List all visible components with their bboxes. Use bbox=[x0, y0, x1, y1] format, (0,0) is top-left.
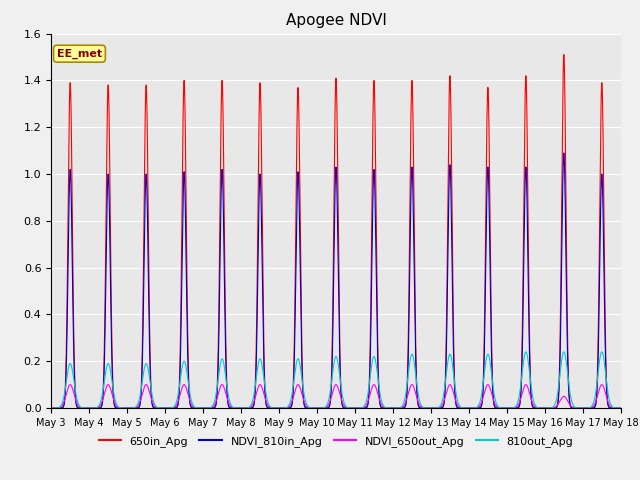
NDVI_650out_Apg bbox=[67, 382, 74, 387]
NDVI_810in_Apg bbox=[315, 405, 323, 411]
650in_Apg bbox=[47, 405, 55, 411]
Text: EE_met: EE_met bbox=[57, 48, 102, 59]
810out_Apg bbox=[433, 405, 440, 411]
810out_Apg bbox=[616, 405, 624, 411]
NDVI_650out_Apg bbox=[617, 405, 625, 411]
650in_Apg bbox=[496, 405, 504, 411]
NDVI_650out_Apg bbox=[47, 405, 55, 411]
650in_Apg bbox=[617, 405, 625, 411]
810out_Apg bbox=[598, 349, 605, 355]
650in_Apg bbox=[315, 405, 323, 411]
NDVI_810in_Apg bbox=[433, 405, 440, 411]
650in_Apg bbox=[150, 405, 157, 410]
Line: NDVI_810in_Apg: NDVI_810in_Apg bbox=[51, 153, 621, 408]
NDVI_810in_Apg bbox=[617, 405, 625, 411]
Line: NDVI_650out_Apg: NDVI_650out_Apg bbox=[51, 384, 621, 408]
Line: 650in_Apg: 650in_Apg bbox=[51, 55, 621, 408]
NDVI_810in_Apg bbox=[560, 150, 568, 156]
NDVI_810in_Apg bbox=[496, 405, 504, 411]
NDVI_810in_Apg bbox=[464, 405, 472, 411]
NDVI_650out_Apg bbox=[150, 402, 157, 408]
NDVI_810in_Apg bbox=[150, 405, 157, 410]
NDVI_650out_Apg bbox=[616, 405, 624, 411]
650in_Apg bbox=[464, 405, 472, 411]
NDVI_810in_Apg bbox=[47, 405, 55, 411]
Legend: 650in_Apg, NDVI_810in_Apg, NDVI_650out_Apg, 810out_Apg: 650in_Apg, NDVI_810in_Apg, NDVI_650out_A… bbox=[94, 432, 578, 451]
650in_Apg bbox=[560, 52, 568, 58]
650in_Apg bbox=[616, 405, 624, 411]
Line: 810out_Apg: 810out_Apg bbox=[51, 352, 621, 408]
NDVI_650out_Apg bbox=[496, 405, 504, 411]
NDVI_650out_Apg bbox=[315, 405, 323, 411]
810out_Apg bbox=[47, 405, 55, 411]
Title: Apogee NDVI: Apogee NDVI bbox=[285, 13, 387, 28]
NDVI_650out_Apg bbox=[433, 405, 440, 411]
650in_Apg bbox=[433, 405, 440, 411]
NDVI_650out_Apg bbox=[464, 405, 472, 411]
810out_Apg bbox=[496, 405, 504, 410]
NDVI_810in_Apg bbox=[616, 405, 624, 411]
810out_Apg bbox=[464, 405, 472, 411]
810out_Apg bbox=[150, 398, 157, 404]
810out_Apg bbox=[617, 405, 625, 411]
810out_Apg bbox=[315, 405, 323, 411]
